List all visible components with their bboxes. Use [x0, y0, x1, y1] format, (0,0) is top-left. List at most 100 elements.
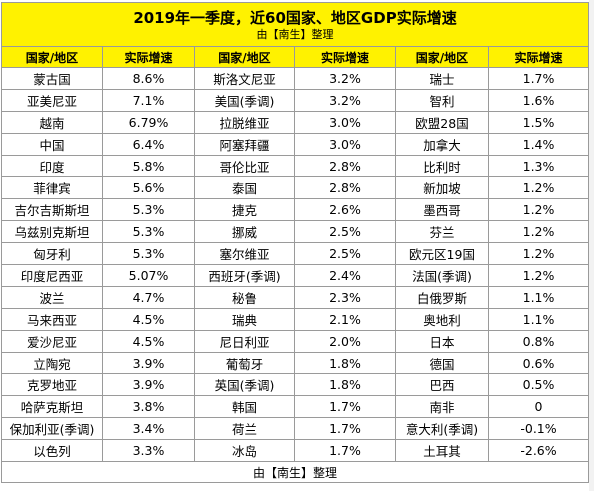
country-cell[interactable]: 欧元区19国	[395, 242, 489, 266]
growth-cell[interactable]: -0.1%	[487, 417, 590, 441]
country-cell[interactable]: 葡萄牙	[194, 351, 295, 375]
growth-cell[interactable]: 0.5%	[487, 373, 590, 397]
growth-cell[interactable]: 1.4%	[487, 132, 590, 156]
growth-cell[interactable]: 7.1%	[102, 88, 195, 112]
growth-cell[interactable]: 1.2%	[487, 264, 590, 287]
country-cell[interactable]: 智利	[395, 88, 489, 112]
growth-cell[interactable]: 0.8%	[487, 329, 590, 353]
header-cell[interactable]: 国家/地区	[395, 46, 489, 68]
country-cell[interactable]: 英国(季调)	[194, 373, 295, 397]
growth-cell[interactable]: 1.1%	[487, 285, 590, 309]
growth-cell[interactable]: 1.2%	[487, 176, 590, 200]
growth-cell[interactable]: 6.79%	[102, 110, 195, 134]
country-cell[interactable]: 美国(季调)	[194, 88, 295, 112]
growth-cell[interactable]: 3.2%	[294, 88, 396, 112]
growth-cell[interactable]: 4.5%	[102, 307, 195, 331]
footer-cell[interactable]: 由【南生】整理	[0, 461, 590, 484]
growth-cell[interactable]: 5.8%	[102, 154, 195, 178]
country-cell[interactable]: 南非	[395, 395, 489, 419]
country-cell[interactable]: 瑞士	[395, 67, 489, 90]
growth-cell[interactable]: 5.3%	[102, 198, 195, 222]
growth-cell[interactable]: 1.8%	[294, 351, 396, 375]
country-cell[interactable]: 韩国	[194, 395, 295, 419]
country-cell[interactable]: 日本	[395, 329, 489, 353]
growth-cell[interactable]: 3.3%	[102, 439, 195, 463]
header-cell[interactable]: 国家/地区	[1, 46, 103, 68]
country-cell[interactable]: 新加坡	[395, 176, 489, 200]
growth-cell[interactable]: 1.2%	[487, 242, 590, 266]
country-cell[interactable]: 加拿大	[395, 132, 489, 156]
country-cell[interactable]: 墨西哥	[395, 198, 489, 222]
growth-cell[interactable]: 1.7%	[487, 67, 590, 90]
header-cell[interactable]: 国家/地区	[194, 46, 295, 68]
country-cell[interactable]: 菲律宾	[1, 176, 103, 200]
country-cell[interactable]: 以色列	[1, 439, 103, 463]
header-cell[interactable]: 实际增速	[487, 46, 590, 68]
country-cell[interactable]: 芬兰	[395, 220, 489, 244]
growth-cell[interactable]: 3.4%	[102, 417, 195, 441]
title-cell[interactable]: 2019年一季度，近60国家、地区GDP实际增速 由【南生】整理	[0, 2, 590, 47]
growth-cell[interactable]: 6.4%	[102, 132, 195, 156]
country-cell[interactable]: 比利时	[395, 154, 489, 178]
country-cell[interactable]: 立陶宛	[1, 351, 103, 375]
growth-cell[interactable]: 3.9%	[102, 373, 195, 397]
country-cell[interactable]: 拉脱维亚	[194, 110, 295, 134]
growth-cell[interactable]: 3.2%	[294, 67, 396, 90]
country-cell[interactable]: 捷克	[194, 198, 295, 222]
country-cell[interactable]: 瑞典	[194, 307, 295, 331]
growth-cell[interactable]: 5.07%	[102, 264, 195, 287]
country-cell[interactable]: 白俄罗斯	[395, 285, 489, 309]
growth-cell[interactable]: 3.0%	[294, 110, 396, 134]
growth-cell[interactable]: 3.0%	[294, 132, 396, 156]
country-cell[interactable]: 德国	[395, 351, 489, 375]
country-cell[interactable]: 阿塞拜疆	[194, 132, 295, 156]
growth-cell[interactable]: 2.8%	[294, 176, 396, 200]
growth-cell[interactable]: 1.7%	[294, 395, 396, 419]
growth-cell[interactable]: 1.1%	[487, 307, 590, 331]
growth-cell[interactable]: 8.6%	[102, 67, 195, 90]
growth-cell[interactable]: 5.6%	[102, 176, 195, 200]
growth-cell[interactable]: 2.4%	[294, 264, 396, 287]
growth-cell[interactable]: 4.7%	[102, 285, 195, 309]
growth-cell[interactable]: 5.3%	[102, 220, 195, 244]
country-cell[interactable]: 冰岛	[194, 439, 295, 463]
growth-cell[interactable]: 1.3%	[487, 154, 590, 178]
country-cell[interactable]: 马来西亚	[1, 307, 103, 331]
country-cell[interactable]: 吉尔吉斯斯坦	[1, 198, 103, 222]
growth-cell[interactable]: -2.6%	[487, 439, 590, 463]
growth-cell[interactable]: 1.5%	[487, 110, 590, 134]
country-cell[interactable]: 哈萨克斯坦	[1, 395, 103, 419]
growth-cell[interactable]: 0.6%	[487, 351, 590, 375]
country-cell[interactable]: 欧盟28国	[395, 110, 489, 134]
growth-cell[interactable]: 1.2%	[487, 220, 590, 244]
country-cell[interactable]: 克罗地亚	[1, 373, 103, 397]
growth-cell[interactable]: 2.0%	[294, 329, 396, 353]
country-cell[interactable]: 印度尼西亚	[1, 264, 103, 287]
country-cell[interactable]: 印度	[1, 154, 103, 178]
country-cell[interactable]: 荷兰	[194, 417, 295, 441]
growth-cell[interactable]: 2.5%	[294, 220, 396, 244]
country-cell[interactable]: 土耳其	[395, 439, 489, 463]
country-cell[interactable]: 斯洛文尼亚	[194, 67, 295, 90]
country-cell[interactable]: 波兰	[1, 285, 103, 309]
country-cell[interactable]: 保加利亚(季调)	[1, 417, 103, 441]
growth-cell[interactable]: 2.3%	[294, 285, 396, 309]
growth-cell[interactable]: 5.3%	[102, 242, 195, 266]
country-cell[interactable]: 越南	[1, 110, 103, 134]
header-cell[interactable]: 实际增速	[102, 46, 195, 68]
country-cell[interactable]: 哥伦比亚	[194, 154, 295, 178]
country-cell[interactable]: 爱沙尼亚	[1, 329, 103, 353]
header-cell[interactable]: 实际增速	[294, 46, 396, 68]
growth-cell[interactable]: 3.8%	[102, 395, 195, 419]
country-cell[interactable]: 奥地利	[395, 307, 489, 331]
growth-cell[interactable]: 2.8%	[294, 154, 396, 178]
growth-cell[interactable]: 3.9%	[102, 351, 195, 375]
country-cell[interactable]: 匈牙利	[1, 242, 103, 266]
growth-cell[interactable]: 1.7%	[294, 417, 396, 441]
growth-cell[interactable]: 1.6%	[487, 88, 590, 112]
growth-cell[interactable]: 0	[487, 395, 590, 419]
country-cell[interactable]: 巴西	[395, 373, 489, 397]
country-cell[interactable]: 中国	[1, 132, 103, 156]
country-cell[interactable]: 西班牙(季调)	[194, 264, 295, 287]
growth-cell[interactable]: 4.5%	[102, 329, 195, 353]
